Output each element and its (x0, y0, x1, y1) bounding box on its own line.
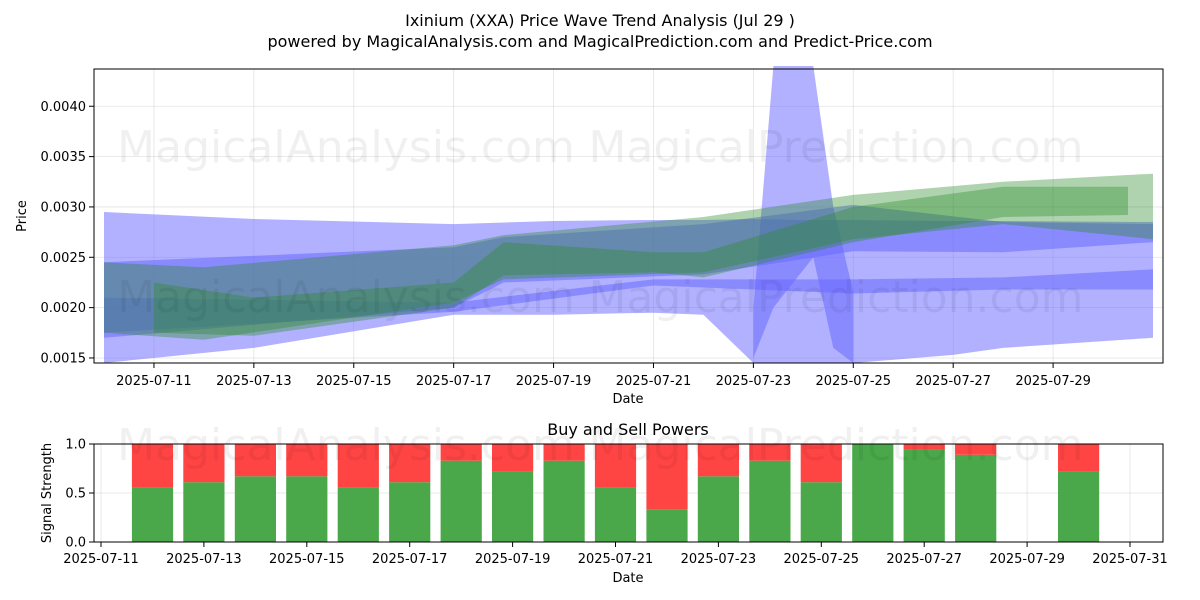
price-y-tick-label: 0.0025 (41, 251, 87, 266)
watermark-magical-analysis: MagicalAnalysis.com (117, 122, 575, 173)
sell-bar (903, 444, 945, 450)
green-price-band (154, 186, 1128, 336)
buy-bar (183, 482, 225, 542)
signal-x-ticks: 2025-07-11 2025-07-13 2025-07-15 2025-07-17… (63, 542, 1168, 567)
buy-bar (543, 460, 585, 542)
chart-title: Ixinium (XXA) Price Wave Trend Analysis … (405, 11, 795, 30)
signal-x-tick-label: 2025-07-15 (269, 552, 345, 567)
buy-bar (903, 449, 945, 542)
watermark-magical-prediction-3: MagicalPrediction.com (589, 420, 1084, 471)
blue-price-band (104, 204, 1153, 338)
price-x-axis-label: Date (612, 392, 643, 407)
signal-x-tick-label: 2025-07-25 (784, 552, 860, 567)
sell-bar (440, 444, 482, 461)
sell-bar (183, 444, 225, 483)
sell-bar (389, 444, 431, 483)
signal-x-tick-label: 2025-07-21 (578, 552, 654, 567)
buy-bar (131, 487, 174, 542)
buy-bar (594, 487, 637, 542)
buy-bar (800, 482, 842, 542)
sell-bar (697, 444, 739, 477)
watermark-magical-prediction-2: MagicalPrediction.com (589, 272, 1084, 323)
price-x-tick-label: 2025-07-25 (816, 374, 892, 389)
buy-bar (852, 444, 894, 542)
watermark-magical-analysis-2: MagicalAnalysis.com (117, 272, 575, 323)
price-x-tick-label: 2025-07-29 (1015, 374, 1091, 389)
sell-bar (955, 444, 997, 455)
buy-bar (749, 460, 791, 542)
sell-bar (646, 444, 688, 510)
green-price-band (104, 173, 1153, 340)
buy-bar (440, 460, 482, 542)
watermark-magical-analysis-3: MagicalAnalysis.com (117, 420, 575, 471)
signal-chart-title: Buy and Sell Powers (547, 420, 709, 439)
price-y-tick-label: 0.0035 (41, 150, 87, 165)
price-x-tick-label: 2025-07-11 (116, 374, 192, 389)
sell-bar (286, 444, 328, 477)
buy-bar (389, 482, 431, 542)
price-y-tick-label: 0.0020 (41, 301, 87, 316)
buy-bar (697, 476, 739, 542)
price-y-tick-label: 0.0040 (41, 100, 87, 115)
signal-x-axis-label: Date (612, 571, 643, 586)
buy-bar (646, 509, 688, 542)
signal-x-tick-label: 2025-07-13 (166, 552, 242, 567)
price-y-axis-label: Price (15, 200, 30, 232)
signal-y-tick-label: 0.0 (65, 536, 86, 551)
signal-x-tick-label: 2025-07-27 (886, 552, 962, 567)
signal-y-ticks: 0.0 0.5 1.0 (65, 438, 94, 551)
signal-y-tick-label: 0.5 (65, 487, 86, 502)
signal-x-tick-label: 2025-07-11 (63, 552, 139, 567)
price-x-tick-label: 2025-07-27 (915, 374, 991, 389)
blue-price-band (104, 269, 1153, 333)
buy-bar (955, 454, 997, 542)
buy-bar (1058, 471, 1100, 542)
signal-x-tick-label: 2025-07-23 (681, 552, 757, 567)
price-x-ticks: 2025-07-11 2025-07-13 2025-07-15 2025-07-17… (116, 363, 1091, 389)
price-bands (104, 66, 1153, 363)
sell-bar (749, 444, 791, 461)
sell-bar (492, 444, 534, 472)
sell-bar (594, 444, 637, 488)
price-y-tick-label: 0.0030 (41, 200, 87, 215)
sell-bar (800, 444, 842, 483)
signal-x-tick-label: 2025-07-19 (475, 552, 551, 567)
sell-bar (1058, 444, 1100, 472)
price-x-tick-label: 2025-07-23 (716, 374, 792, 389)
price-x-tick-label: 2025-07-17 (416, 374, 492, 389)
price-x-tick-label: 2025-07-19 (516, 374, 592, 389)
buy-bar (286, 476, 328, 542)
buy-bar (337, 487, 379, 542)
price-chart: MagicalAnalysis.com MagicalPrediction.co… (15, 66, 1164, 407)
sell-bar (234, 444, 276, 477)
signal-x-tick-label: 2025-07-31 (1092, 552, 1168, 567)
sell-bar (543, 444, 585, 461)
signal-y-axis-label: Signal Strength (40, 443, 55, 543)
price-x-tick-label: 2025-07-15 (316, 374, 392, 389)
price-y-tick-label: 0.0015 (41, 351, 87, 366)
chart-subtitle: powered by MagicalAnalysis.com and Magic… (267, 32, 932, 51)
signal-x-tick-label: 2025-07-17 (372, 552, 448, 567)
watermark-magical-prediction: MagicalPrediction.com (589, 122, 1084, 173)
signal-chart: Buy and Sell Powers MagicalAnalysis.com … (40, 420, 1168, 586)
buy-bar (492, 471, 534, 542)
price-x-tick-label: 2025-07-13 (216, 374, 292, 389)
sell-bar (131, 444, 174, 488)
signal-y-tick-label: 1.0 (65, 438, 86, 453)
signal-x-tick-label: 2025-07-29 (989, 552, 1065, 567)
buy-bar (234, 476, 276, 542)
signal-bars (131, 444, 1100, 542)
price-axes-frame (93, 68, 1164, 364)
price-y-ticks: 0.0015 0.0020 0.0025 0.0030 0.0035 0.0040 (41, 100, 94, 366)
price-x-tick-label: 2025-07-21 (616, 374, 692, 389)
sell-bar (337, 444, 379, 488)
